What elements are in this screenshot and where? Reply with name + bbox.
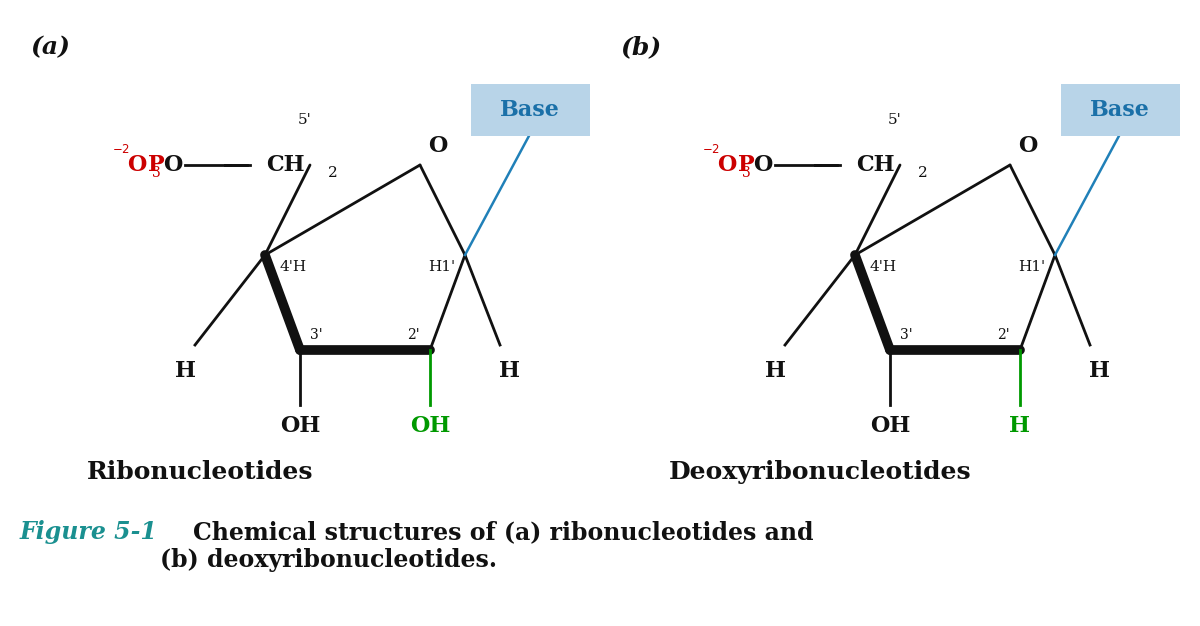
Text: CH: CH xyxy=(266,154,305,176)
Text: (b): (b) xyxy=(620,35,661,59)
Text: CH: CH xyxy=(857,154,895,176)
Text: Base: Base xyxy=(1090,99,1150,121)
Text: 3: 3 xyxy=(152,166,161,180)
Text: 4'H: 4'H xyxy=(280,260,307,274)
Text: 2': 2' xyxy=(997,328,1010,342)
Text: H: H xyxy=(764,360,786,382)
Text: $^{-2}$: $^{-2}$ xyxy=(112,146,130,163)
Text: OH: OH xyxy=(410,415,450,437)
Text: Chemical structures of (a) ribonucleotides and
(b) deoxyribonucleotides.: Chemical structures of (a) ribonucleotid… xyxy=(160,520,814,572)
Text: 2: 2 xyxy=(918,166,928,180)
Text: 3: 3 xyxy=(743,166,751,180)
Text: OH: OH xyxy=(280,415,320,437)
FancyBboxPatch shape xyxy=(470,84,589,136)
Text: Base: Base xyxy=(500,99,560,121)
FancyBboxPatch shape xyxy=(1061,84,1180,136)
Text: H1': H1' xyxy=(1018,260,1045,274)
Text: O: O xyxy=(428,135,448,157)
Text: 5': 5' xyxy=(888,113,902,127)
Text: 2: 2 xyxy=(328,166,337,180)
Text: P: P xyxy=(149,154,166,176)
Text: P: P xyxy=(738,154,755,176)
Text: Figure 5-1: Figure 5-1 xyxy=(20,520,158,544)
Text: O: O xyxy=(754,154,773,176)
Text: (a): (a) xyxy=(30,35,70,59)
Text: O: O xyxy=(1018,135,1037,157)
Text: 3': 3' xyxy=(900,328,913,342)
Text: 2': 2' xyxy=(407,328,420,342)
Text: H: H xyxy=(1009,415,1031,437)
Text: O: O xyxy=(127,154,148,176)
Text: O: O xyxy=(163,154,182,176)
Text: $^{-2}$: $^{-2}$ xyxy=(702,146,720,163)
Text: 5': 5' xyxy=(298,113,312,127)
Text: H: H xyxy=(1090,360,1110,382)
Text: Ribonucleotides: Ribonucleotides xyxy=(86,460,313,484)
Text: H1': H1' xyxy=(428,260,455,274)
Text: 4'H: 4'H xyxy=(870,260,898,274)
Text: Deoxyribonucleotides: Deoxyribonucleotides xyxy=(668,460,971,484)
Text: H: H xyxy=(499,360,521,382)
Text: OH: OH xyxy=(870,415,910,437)
Text: O: O xyxy=(718,154,737,176)
Text: 3': 3' xyxy=(310,328,323,342)
Text: H: H xyxy=(174,360,196,382)
